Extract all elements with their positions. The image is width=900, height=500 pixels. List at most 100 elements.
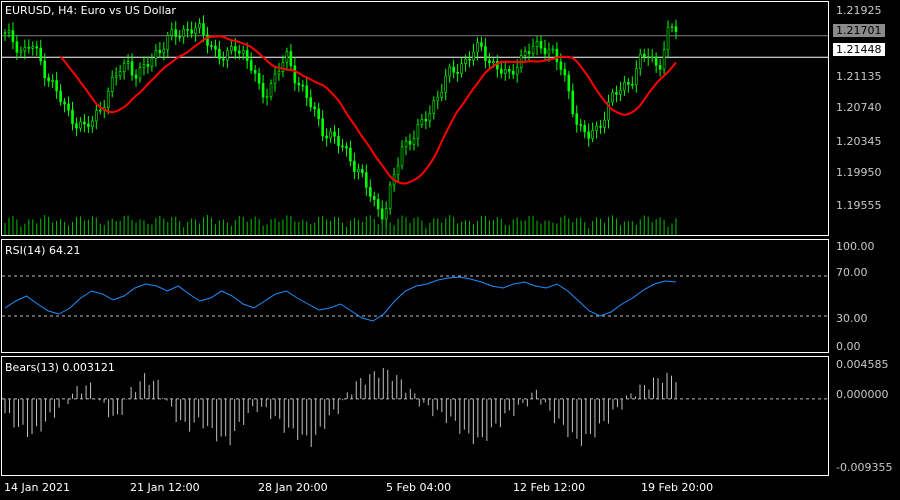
candle-body <box>380 208 384 220</box>
candle-body <box>666 27 670 51</box>
candle-body <box>551 48 555 51</box>
bid-price-tag: 1.21701 <box>833 24 885 37</box>
candle-body <box>7 30 11 33</box>
rsi-tick: 70.00 <box>836 266 868 279</box>
candle-body <box>583 125 586 133</box>
rsi-tick: 30.00 <box>836 312 868 325</box>
time-tick: 12 Feb 12:00 <box>513 481 586 494</box>
rsi-panel[interactable] <box>1 239 829 353</box>
candle-body <box>396 165 400 176</box>
candle-body <box>539 40 543 49</box>
candle-body <box>559 61 563 70</box>
candle-body <box>484 46 487 61</box>
rsi-line <box>4 276 677 322</box>
candle-body <box>226 50 229 61</box>
candle-body <box>591 130 594 139</box>
candle-body <box>43 60 47 79</box>
candle-body <box>464 58 467 64</box>
candle-body <box>277 71 281 75</box>
bears-label: Bears(13) 0.003121 <box>5 361 115 374</box>
candle-body <box>615 92 618 95</box>
candle-body <box>428 112 432 122</box>
candle-body <box>305 85 309 98</box>
candle-body <box>388 184 392 210</box>
candle-body <box>309 97 313 108</box>
candle-body <box>87 123 90 127</box>
chart-title: EURUSD, H4: Euro vs US Dollar <box>5 4 176 17</box>
candle-body <box>19 50 23 53</box>
candle-body <box>39 47 43 62</box>
candle-body <box>448 66 451 77</box>
candle-body <box>134 74 138 79</box>
candle-body <box>408 140 412 145</box>
time-tick: 19 Feb 20:00 <box>641 481 714 494</box>
candle-body <box>59 90 62 103</box>
candle-body <box>67 103 70 111</box>
candle-body <box>150 57 154 67</box>
candle-body <box>368 186 372 197</box>
bears-tick: 0.000000 <box>836 388 889 401</box>
candle-body <box>674 26 678 32</box>
candle-body <box>297 82 301 86</box>
candle-body <box>658 65 662 70</box>
candle-body <box>599 125 602 128</box>
candle-body <box>166 35 170 50</box>
candle-body <box>210 45 213 47</box>
candle-body <box>158 49 162 54</box>
bears-panel[interactable] <box>1 356 829 476</box>
candle-body <box>110 76 114 92</box>
candle-body <box>190 29 193 34</box>
candle-body <box>654 56 658 66</box>
candle-body <box>265 96 269 98</box>
candle-body <box>436 96 440 102</box>
candle-body <box>488 60 491 63</box>
candle-body <box>404 140 408 148</box>
candle-body <box>353 160 356 172</box>
candle-body <box>313 106 316 110</box>
candle-body <box>607 101 610 121</box>
candle-body <box>376 199 380 210</box>
candle-body <box>563 69 567 76</box>
main-panel[interactable] <box>1 1 829 236</box>
candle-body <box>432 100 436 114</box>
candle-body <box>178 36 181 38</box>
candle-body <box>500 68 503 74</box>
time-tick: 14 Jan 2021 <box>4 481 70 494</box>
bears-tick: 0.004585 <box>836 358 889 371</box>
candle-body <box>126 61 130 64</box>
candle-body <box>642 53 646 57</box>
candle-body <box>527 51 531 54</box>
price-series <box>2 15 828 228</box>
candle-body <box>154 49 158 59</box>
candle-body <box>575 113 579 125</box>
candle-body <box>400 146 404 167</box>
candle-body <box>3 32 7 34</box>
candle-body <box>206 34 209 46</box>
candle-body <box>237 50 241 54</box>
candle-body <box>91 120 94 127</box>
candle-body <box>23 47 27 52</box>
candle-body <box>634 68 638 86</box>
candle-body <box>35 46 39 49</box>
candle-body <box>361 169 364 174</box>
candle-body <box>603 119 606 128</box>
candle-body <box>476 42 479 53</box>
candle-body <box>325 135 328 139</box>
candle-body <box>174 29 178 37</box>
candle-body <box>317 108 320 120</box>
candle-body <box>170 29 174 36</box>
candle-body <box>118 71 122 76</box>
candle-body <box>444 75 448 93</box>
price-tick: 1.20345 <box>836 135 882 148</box>
candle-body <box>138 67 142 79</box>
time-tick: 28 Jan 20:00 <box>258 481 328 494</box>
candle-body <box>670 26 674 28</box>
candle-body <box>424 119 428 122</box>
candle-body <box>241 50 245 54</box>
candle-body <box>63 101 66 105</box>
candle-body <box>98 109 102 112</box>
candle-body <box>79 121 82 129</box>
candle-body <box>638 53 642 69</box>
candle-body <box>472 51 475 61</box>
